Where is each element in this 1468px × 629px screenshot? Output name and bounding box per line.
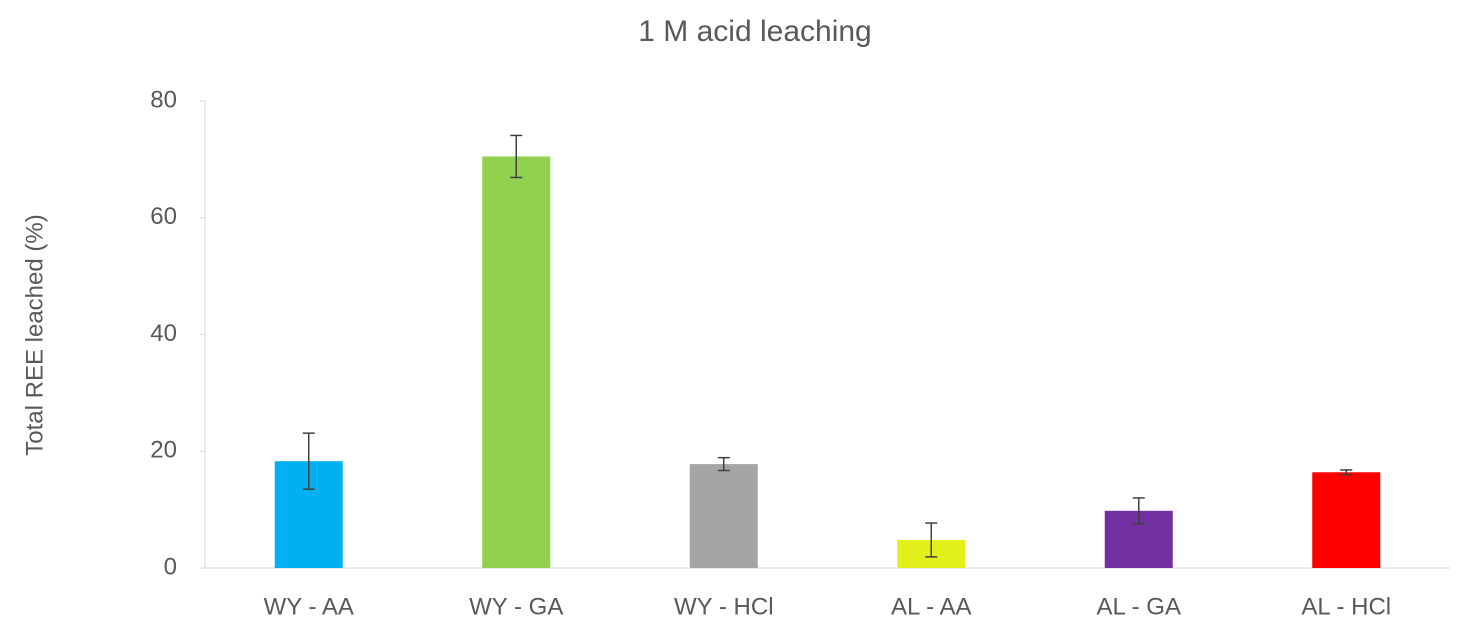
x-tick-label: WY - HCl xyxy=(674,593,774,620)
bar xyxy=(482,156,551,569)
x-tick-label: AL - HCl xyxy=(1301,593,1391,620)
y-tick-label: 60 xyxy=(150,203,177,230)
bar xyxy=(1312,472,1381,568)
y-tick-label: 0 xyxy=(164,553,177,580)
y-tick-label: 80 xyxy=(150,86,177,113)
x-tick-label: AL - AA xyxy=(891,593,971,620)
x-tick-label: AL - GA xyxy=(1097,593,1181,620)
y-tick-label: 20 xyxy=(150,437,177,464)
chart-title: 1 M acid leaching xyxy=(638,15,871,48)
y-axis-label: Total REE leached (%) xyxy=(21,214,48,455)
bar xyxy=(689,464,758,568)
x-tick-label: WY - AA xyxy=(264,593,354,620)
y-tick-label: 40 xyxy=(150,320,177,347)
x-tick-label: WY - GA xyxy=(469,593,563,620)
